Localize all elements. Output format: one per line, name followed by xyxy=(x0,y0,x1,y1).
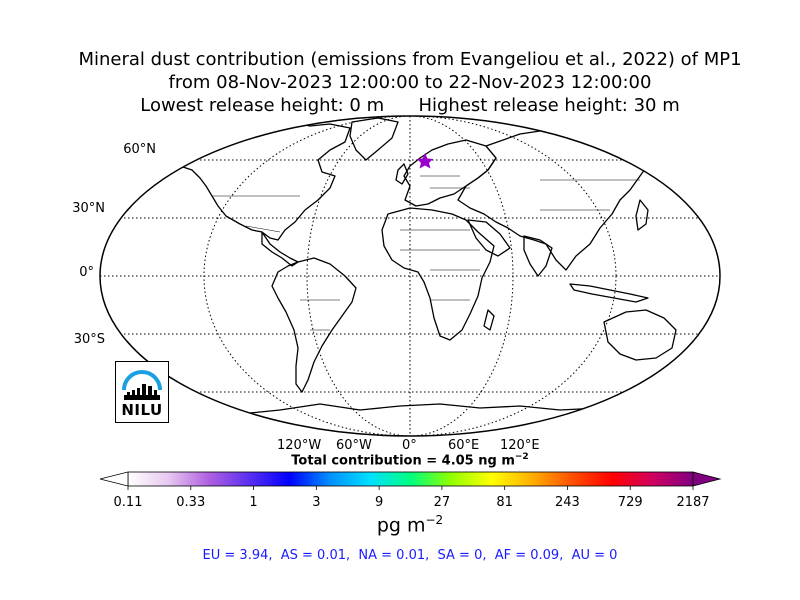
colorbar-tick-label: 2187 xyxy=(676,495,710,510)
japan-outline xyxy=(635,199,649,231)
nilu-logo: NILU xyxy=(115,361,169,423)
nilu-logo-text: NILU xyxy=(121,401,163,419)
colorbar-tick-label: 9 xyxy=(374,495,384,510)
greenland-outline xyxy=(349,117,399,161)
lon-label-60w: 60°W xyxy=(336,438,372,453)
indonesia-outline xyxy=(569,283,649,303)
border-south-america xyxy=(300,299,340,331)
colorbar-tick-label: 27 xyxy=(433,495,451,510)
nilu-arc-icon xyxy=(122,370,162,391)
border-usa-mexico xyxy=(245,225,281,233)
border-eurasia xyxy=(420,175,640,211)
map-title-line-2: from 08-Nov-2023 12:00:00 to 22-Nov-2023… xyxy=(168,72,652,93)
map-title-line-1: Mineral dust contribution (emissions fro… xyxy=(78,49,742,70)
total-contribution-exponent: −2 xyxy=(514,452,529,462)
colorbar xyxy=(99,471,722,490)
colorbar-tick-label: 243 xyxy=(555,495,580,510)
map-title-line-3: Lowest release height: 0 m Highest relea… xyxy=(140,95,680,116)
nilu-logo-graphic xyxy=(122,370,162,400)
meridian-60 xyxy=(306,116,514,436)
meridian-120 xyxy=(203,116,617,436)
colorbar-units: pg m−2 xyxy=(0,513,800,536)
colorbar-units-exponent: −2 xyxy=(425,513,444,527)
nilu-skyline-icon xyxy=(124,384,160,400)
total-contribution-text: Total contribution = 4.05 ng m xyxy=(291,453,515,469)
lon-label-60e: 60°E xyxy=(448,438,480,453)
new-zealand-outline xyxy=(681,355,697,377)
country-borders xyxy=(212,175,640,331)
graticule xyxy=(100,116,720,436)
south-america-outline xyxy=(271,257,357,393)
colorbar-tick-label: 3 xyxy=(312,495,321,510)
colorbar-max-extend xyxy=(692,471,722,487)
lat-label-equator: 0° xyxy=(79,265,94,280)
colorbar-tick-label: 729 xyxy=(617,495,643,510)
colorbar-tick-label: 0.11 xyxy=(113,495,143,510)
border-africa xyxy=(400,229,480,301)
colorbar-units-text: pg m xyxy=(376,514,426,537)
lon-label-120w: 120°W xyxy=(277,438,322,453)
release-point-star xyxy=(417,153,433,169)
australia-outline xyxy=(603,309,677,361)
africa-outline xyxy=(381,207,495,341)
lat-label-30s: 30°S xyxy=(73,332,105,347)
lon-label-120e: 120°E xyxy=(500,438,540,453)
colorbar-tick-label: 81 xyxy=(496,495,513,510)
colorbar-min-extend xyxy=(99,471,129,487)
arabia-outline xyxy=(467,219,511,257)
map-interior xyxy=(100,116,720,436)
central-america-outline xyxy=(261,231,299,267)
lat-label-30n: 30°N xyxy=(72,201,105,216)
madagascar-outline xyxy=(483,309,495,331)
total-contribution: Total contribution = 4.05 ng m−2 xyxy=(0,452,800,468)
regional-summary: EU = 3.94, AS = 0.01, NA = 0.01, SA = 0,… xyxy=(202,548,618,563)
lat-label-60n: 60°N xyxy=(123,142,156,157)
uk-outline xyxy=(395,163,409,185)
colorbar-tick-label: 0.33 xyxy=(176,495,206,510)
colorbar-bar xyxy=(127,471,694,487)
colorbar-tick-label: 1 xyxy=(249,495,258,510)
map-boundary xyxy=(99,115,721,437)
india-outline xyxy=(523,235,553,277)
lon-label-0: 0° xyxy=(402,438,417,453)
